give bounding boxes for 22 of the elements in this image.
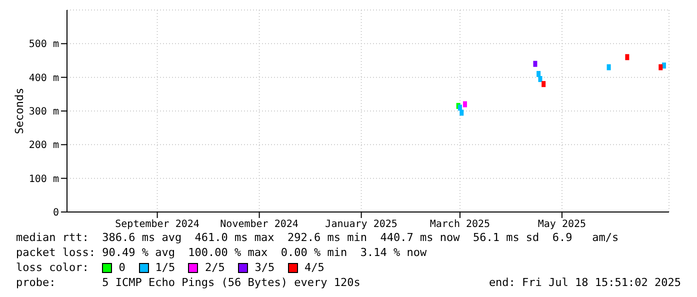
x-tick-label: March 2025 [430,219,490,230]
x-tick-label: November 2024 [220,219,298,230]
text: median rtt: 386.6 ms avg 461.0 ms max 292.6 ms min 440.7 ms now 56.1 ms sd 6.9 am/s [16,230,620,245]
text: probe: 5 ICMP Echo Pings (56 Bytes) every 120s [16,275,360,290]
legend-label: 2/5 [204,261,226,274]
legend-label: 1/5 [154,261,176,274]
x-tick-label: May 2025 [538,219,586,230]
y-tick-label: 300 m [28,106,59,118]
y-tick-label: 500 m [28,39,59,50]
text: end: Fri Jul 18 15:51:02 2025 [488,275,681,290]
legend-label: 4/5 [303,261,326,274]
x-tick-label: September 2024 [115,219,200,230]
y-tick-label: 400 m [28,72,59,84]
x-tick-label: January 2025 [325,219,398,230]
y-axis-title: Seconds [13,88,26,134]
y-tick-label: 200 m [28,140,59,152]
legend-label: 3/5 [254,261,276,274]
legend-title: loss color: [16,261,90,274]
y-tick-label: 0 [52,208,59,219]
text: packet loss: 90.49 % avg 100.00 % max 0.00 % min 3.14 % now [16,245,428,260]
y-tick-label: 100 m [28,174,59,185]
legend-label: 0 [118,261,126,274]
